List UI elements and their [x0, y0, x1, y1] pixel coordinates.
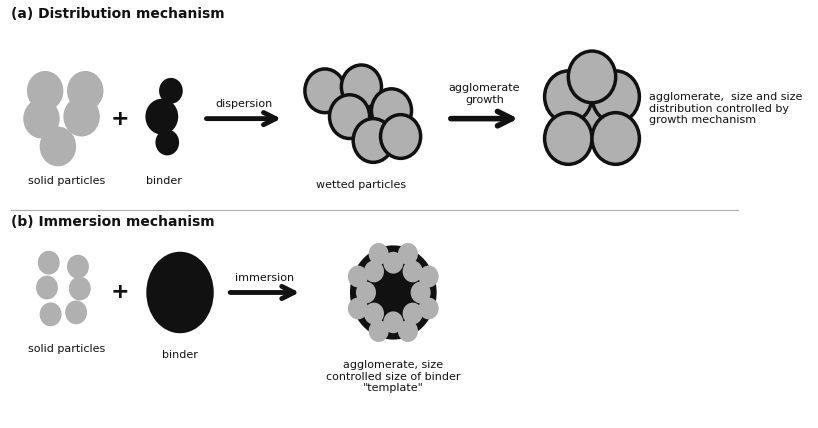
Text: agglomerate,  size and size
distribution controlled by
growth mechanism: agglomerate, size and size distribution …: [649, 92, 802, 125]
Circle shape: [569, 51, 616, 103]
Text: (b) Immersion mechanism: (b) Immersion mechanism: [11, 215, 214, 229]
Circle shape: [419, 297, 438, 319]
Circle shape: [545, 71, 592, 122]
Text: binder: binder: [146, 176, 182, 186]
Circle shape: [69, 276, 91, 300]
Circle shape: [402, 303, 423, 324]
Circle shape: [570, 93, 618, 145]
Circle shape: [369, 320, 389, 342]
Circle shape: [305, 69, 345, 113]
Circle shape: [411, 282, 430, 303]
Circle shape: [356, 282, 376, 303]
Circle shape: [384, 252, 403, 273]
Circle shape: [592, 71, 640, 122]
Circle shape: [371, 89, 411, 133]
Text: immersion: immersion: [236, 273, 294, 282]
Circle shape: [398, 243, 418, 265]
Text: agglomerate
growth: agglomerate growth: [449, 83, 520, 105]
Circle shape: [146, 99, 178, 134]
Circle shape: [369, 243, 389, 265]
Circle shape: [384, 311, 403, 333]
Circle shape: [36, 276, 58, 300]
Circle shape: [39, 127, 76, 166]
Circle shape: [27, 71, 63, 111]
Circle shape: [419, 266, 438, 288]
Circle shape: [364, 303, 384, 324]
Circle shape: [348, 297, 368, 319]
Circle shape: [330, 95, 370, 139]
Circle shape: [545, 113, 592, 164]
Text: solid particles: solid particles: [29, 344, 106, 354]
Text: (a) Distribution mechanism: (a) Distribution mechanism: [11, 7, 224, 21]
Text: solid particles: solid particles: [29, 176, 106, 186]
Ellipse shape: [146, 252, 213, 333]
Circle shape: [398, 320, 418, 342]
Circle shape: [67, 255, 89, 279]
Text: dispersion: dispersion: [215, 99, 272, 109]
Circle shape: [402, 261, 423, 282]
Circle shape: [39, 303, 61, 326]
Circle shape: [23, 99, 60, 139]
Circle shape: [67, 71, 103, 111]
Text: wetted particles: wetted particles: [317, 180, 407, 190]
Circle shape: [63, 97, 100, 137]
Text: +: +: [110, 282, 129, 303]
Circle shape: [352, 247, 435, 338]
Circle shape: [155, 130, 179, 155]
Circle shape: [380, 115, 420, 158]
Circle shape: [38, 251, 60, 275]
Text: binder: binder: [162, 350, 198, 360]
Text: agglomerate, size
controlled size of binder
"template": agglomerate, size controlled size of bin…: [326, 360, 461, 393]
Circle shape: [353, 119, 393, 162]
Circle shape: [348, 266, 368, 288]
Circle shape: [364, 261, 384, 282]
Circle shape: [341, 65, 381, 109]
Circle shape: [65, 300, 87, 324]
Text: +: +: [110, 109, 129, 129]
Circle shape: [159, 78, 182, 104]
Circle shape: [592, 113, 640, 164]
